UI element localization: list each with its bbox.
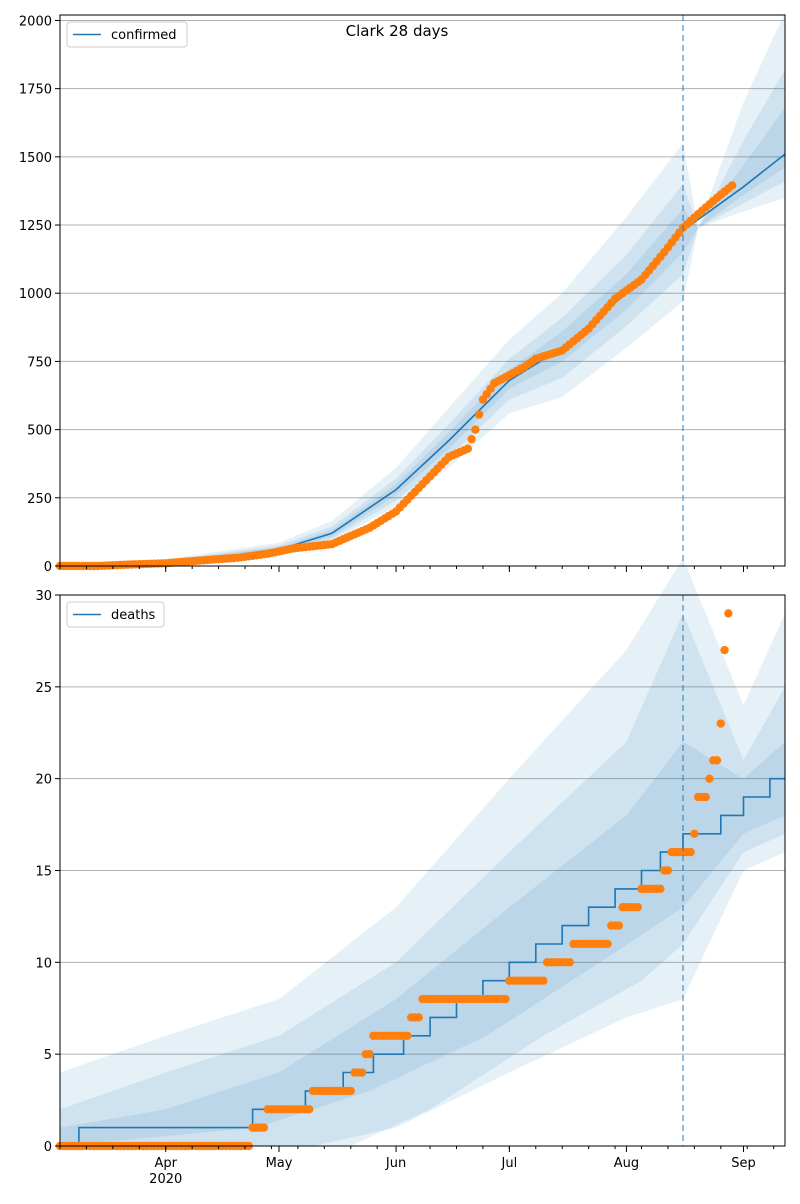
observed-point: [539, 976, 548, 985]
uncertainty-band: [60, 12, 785, 567]
y-tick-label: 0: [44, 1140, 52, 1155]
x-tick-label: Sep: [731, 1156, 756, 1171]
y-tick-label: 2000: [19, 14, 52, 29]
observed-point: [720, 645, 729, 655]
observed-point: [701, 792, 710, 802]
x-tick-label: Apr: [154, 1156, 177, 1171]
x-tick-label: Jul: [501, 1156, 518, 1171]
observed-point: [663, 866, 673, 875]
y-tick-label: 5: [44, 1048, 52, 1063]
uncertainty-band: [60, 613, 785, 1146]
plot-frame: [59, 14, 786, 567]
observed-point: [403, 1031, 412, 1041]
observed-point: [365, 1049, 374, 1059]
legend: deaths: [66, 601, 165, 628]
y-tick-label: 0: [44, 560, 52, 575]
y-tick-label: 15: [35, 865, 52, 880]
observed-point: [305, 1105, 314, 1114]
observed-point: [346, 1086, 355, 1096]
x-tick-label: Jun: [385, 1156, 406, 1171]
uncertainty-band: [60, 69, 785, 566]
observed-point: [565, 958, 574, 967]
observed-point: [603, 939, 612, 949]
y-tick-label: 500: [27, 424, 52, 439]
uncertainty-band: [60, 558, 785, 1146]
y-tick-label: 25: [35, 681, 52, 696]
deaths-panel: 0 5 10 15 20 25 30 Apr May Jun Jul Aug Sep 2020 deaths: [35, 558, 786, 1187]
legend: confirmed: [66, 21, 188, 48]
observed-point: [474, 410, 484, 419]
y-tick-label: 750: [27, 355, 52, 370]
observed-point: [614, 921, 624, 930]
observed-point: [467, 434, 476, 444]
y-tick-label: 30: [35, 589, 52, 604]
observed-point: [633, 903, 642, 912]
observed-point: [259, 1123, 269, 1132]
x-tick-label: May: [266, 1156, 293, 1171]
y-tick-label: 20: [35, 773, 52, 788]
observed-point: [463, 444, 473, 453]
legend-box: [66, 601, 165, 628]
x-year-label: 2020: [149, 1172, 182, 1187]
y-tick-label: 1750: [19, 83, 52, 98]
observed-point: [705, 774, 714, 783]
confirmed-panel: 0 250 500 750 1000 1250 1500 1750 2000 confirmed: [19, 12, 786, 575]
y-tick-label: 1000: [19, 287, 52, 302]
figure-title: Clark 28 days: [346, 22, 449, 40]
observed-point: [724, 609, 733, 618]
legend-label: deaths: [111, 608, 156, 623]
legend-label: confirmed: [111, 28, 177, 43]
observed-point: [357, 1068, 367, 1077]
observed-point: [414, 1013, 423, 1022]
legend-box: [66, 21, 188, 48]
observed-point: [712, 756, 722, 765]
observed-point: [686, 847, 695, 857]
uncertainty-band: [60, 741, 785, 1146]
y-tick-label: 250: [27, 492, 52, 507]
observed-point: [716, 719, 726, 728]
y-tick-label: 10: [35, 956, 52, 971]
y-tick-label: 1250: [19, 219, 52, 234]
observed-point: [471, 425, 480, 434]
observed-point: [690, 829, 699, 838]
observed-point: [727, 181, 737, 190]
y-tick-label: 1500: [19, 151, 52, 166]
x-tick-label: Aug: [614, 1156, 639, 1171]
observed-point: [501, 994, 510, 1004]
observed-point: [656, 884, 665, 894]
